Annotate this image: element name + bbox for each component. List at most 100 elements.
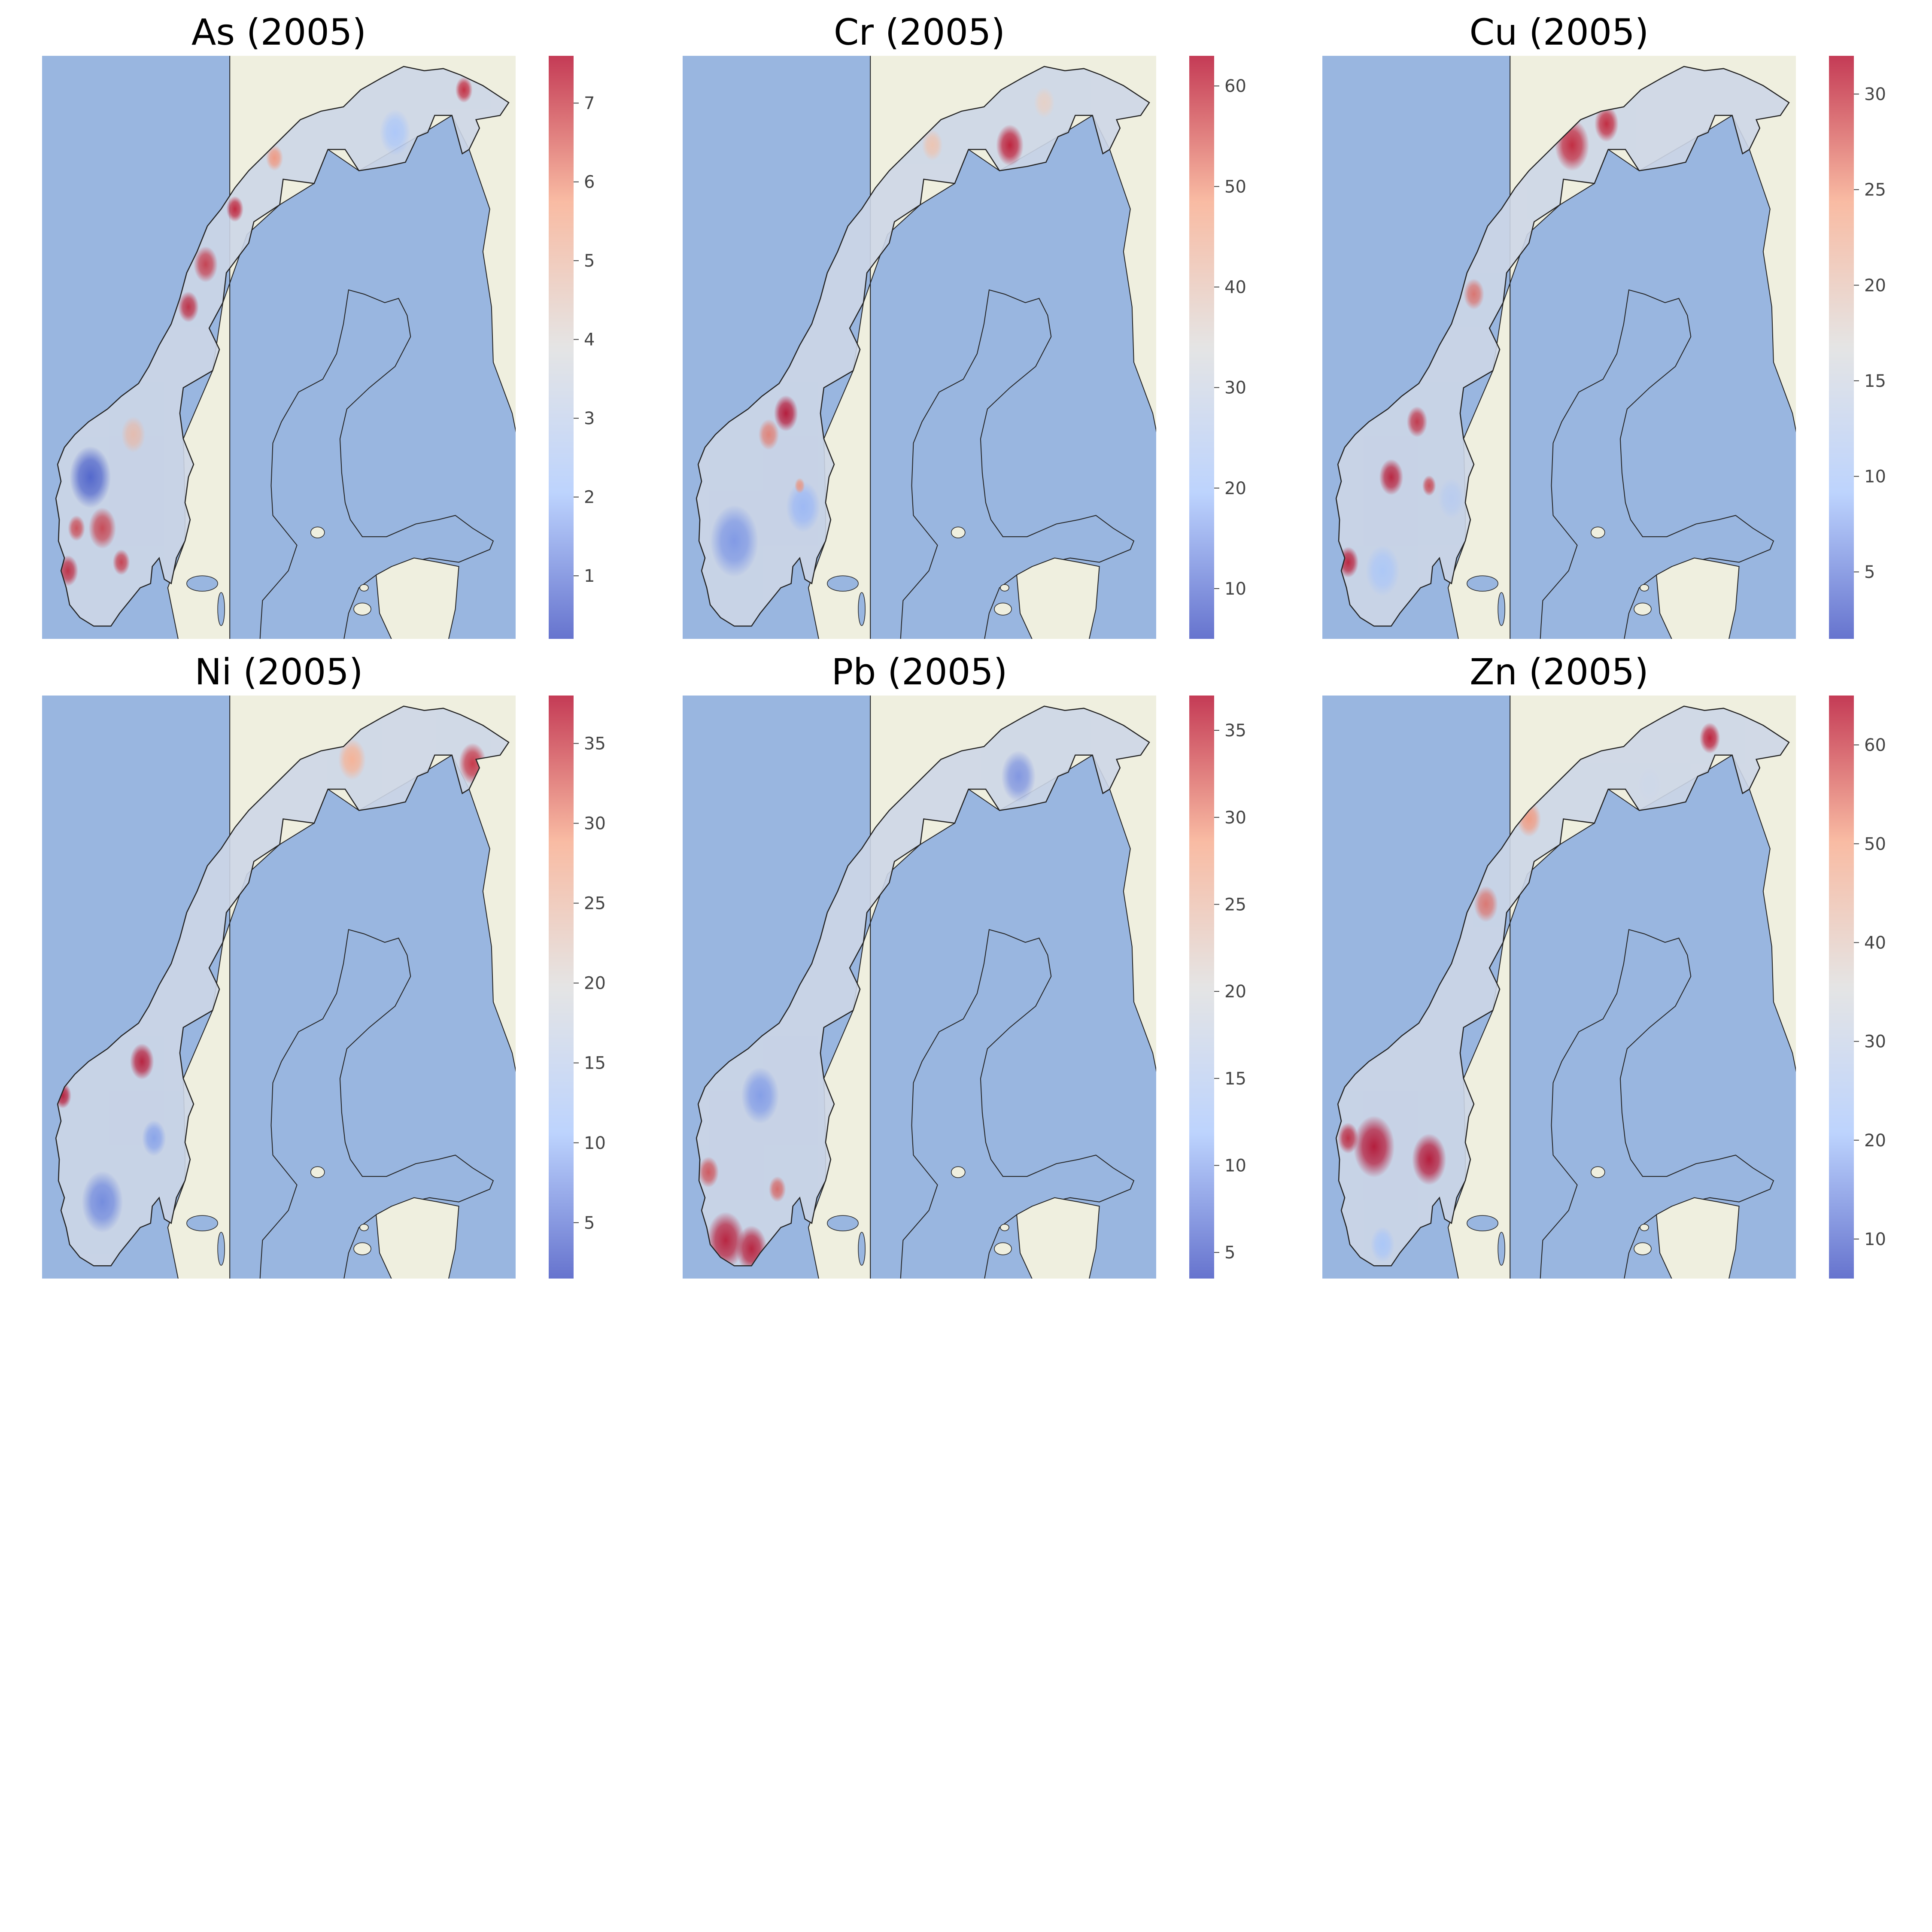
estonia-land: [376, 557, 459, 639]
hotspot: [1370, 1226, 1395, 1263]
lake: [1498, 592, 1505, 626]
colorbar-tick-label: 5: [584, 251, 595, 271]
colorbar-tick-label: 7: [584, 94, 595, 113]
map-panel: Zn (2005) 10 20 30 40 50 60: [1322, 651, 1886, 1319]
hotspot: [266, 145, 283, 171]
island: [258, 1297, 260, 1319]
map-frame: [1322, 696, 1796, 1319]
island: [1634, 1242, 1652, 1255]
norway-coastline: [1335, 705, 1790, 1267]
map-frame: [683, 696, 1156, 1319]
hotspot: [226, 196, 244, 222]
colorbar-tick-label: 15: [1864, 371, 1886, 391]
hotspot: [178, 291, 199, 322]
colorbar-tick-label: 6: [584, 173, 595, 192]
island: [310, 526, 325, 538]
colorbar-tick-label: 15: [584, 1054, 606, 1073]
estonia-land: [1016, 557, 1100, 639]
colorbar-gradient: [1829, 696, 1854, 1279]
hotspot: [82, 1171, 123, 1233]
island: [951, 526, 966, 538]
colorbar-tick-label: 20: [584, 974, 606, 993]
hotspot: [1338, 1122, 1359, 1154]
island: [310, 1166, 325, 1178]
hotspot: [710, 504, 759, 577]
hotspot: [1001, 750, 1036, 802]
hotspot: [380, 109, 411, 156]
lake: [186, 575, 218, 592]
colorbar-tick-label: 40: [1224, 278, 1246, 298]
island: [353, 1242, 371, 1255]
hotspot: [786, 481, 820, 533]
colorbar-tick-label: 10: [584, 1133, 606, 1153]
hotspot: [70, 446, 111, 508]
estonia-land: [376, 1197, 459, 1279]
colorbar-tick-label: 15: [1224, 1069, 1246, 1089]
colorbar-tick-label: 60: [1864, 735, 1886, 755]
colorbar-tick-label: 5: [1224, 1243, 1235, 1263]
hotspot: [698, 1157, 719, 1188]
colorbar-tick-label: 20: [1224, 982, 1246, 1002]
map-panel: Pb (2005) 5 10 15 20 25 30 35: [683, 651, 1246, 1319]
colorbar-tick-label: 25: [1864, 180, 1886, 200]
hotspot: [758, 419, 779, 450]
lake: [1467, 1215, 1498, 1231]
island: [1000, 1224, 1009, 1231]
island: [1538, 1297, 1540, 1319]
lake: [858, 592, 866, 626]
colorbar: 5 10 15 20 25 30: [1829, 56, 1886, 639]
map-frame: [42, 696, 516, 1319]
lake: [217, 592, 225, 626]
hotspot: [769, 1176, 786, 1202]
colorbar-tick-label: 35: [1224, 721, 1246, 741]
hotspot: [130, 1043, 154, 1080]
colorbar-tick-label: 4: [584, 330, 595, 350]
colorbar-tick-label: 2: [584, 488, 595, 507]
hotspot: [142, 1120, 166, 1157]
island: [353, 602, 371, 616]
colorbar-tick-label: 20: [1224, 479, 1246, 498]
hotspot: [1406, 406, 1428, 437]
hotspot: [922, 130, 943, 161]
island: [951, 1166, 966, 1178]
colorbar: 5 10 15 20 25 30 35: [1189, 696, 1246, 1279]
island: [1568, 1282, 1577, 1301]
lake: [1467, 575, 1498, 592]
colorbar-tick-label: 5: [584, 1213, 595, 1233]
hotspot: [112, 549, 130, 575]
hotspot: [1635, 764, 1664, 806]
colorbar-tick-label: 25: [1224, 895, 1246, 914]
colorbar-tick-label: 50: [1864, 834, 1886, 854]
norway-coastline: [1335, 66, 1790, 627]
estonia-land: [1656, 557, 1740, 639]
hotspot: [121, 416, 146, 453]
colorbar-tick-label: 30: [584, 814, 606, 834]
island: [898, 1297, 901, 1319]
colorbar-tick-label: 10: [1224, 1156, 1246, 1176]
island: [1640, 584, 1649, 592]
colorbar-gradient: [549, 696, 574, 1279]
norway-coastline: [55, 66, 510, 627]
lake: [1498, 1232, 1505, 1266]
colorbar-tick-label: 35: [584, 734, 606, 754]
island: [994, 602, 1012, 616]
map-panel: Cr (2005) 10 20 30 40 50 60: [683, 11, 1246, 639]
colorbar-tick-label: 50: [1224, 177, 1246, 197]
norway-coastline: [696, 66, 1150, 627]
colorbar: 10 20 30 40 50 60: [1189, 56, 1246, 639]
colorbar-tick-label: 25: [584, 894, 606, 914]
map-frame: [683, 56, 1156, 639]
panel-title: Cr (2005): [834, 11, 1005, 53]
hotspot: [794, 478, 805, 494]
island: [288, 1282, 296, 1301]
island: [1634, 602, 1652, 616]
island: [1590, 1166, 1605, 1178]
hotspot: [338, 738, 366, 780]
colorbar-tick-label: 10: [1224, 579, 1246, 599]
colorbar-tick-label: 10: [1864, 1230, 1886, 1249]
colorbar-tick-label: 40: [1864, 933, 1886, 953]
lake: [186, 1215, 218, 1231]
colorbar: 5 10 15 20 25 30 35: [549, 696, 606, 1279]
hotspot: [193, 246, 218, 283]
map-frame: [1322, 56, 1796, 639]
